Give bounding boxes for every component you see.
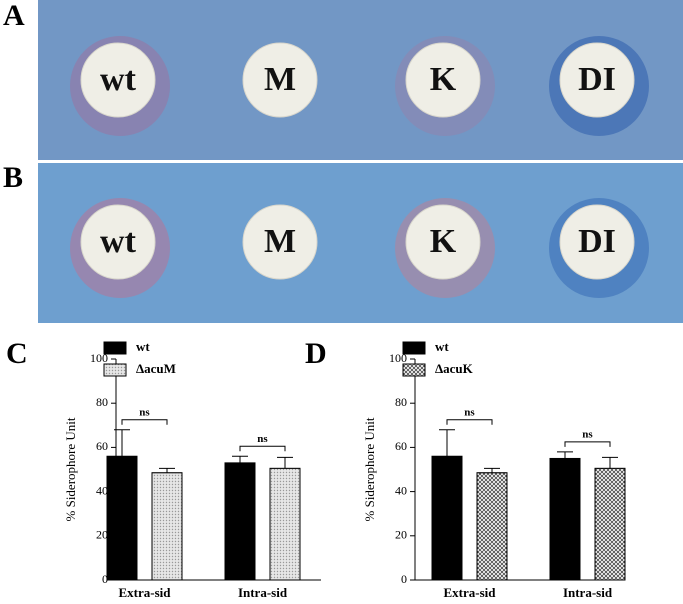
legend-swatch: [402, 363, 426, 377]
x-tick-label: Intra-sid: [563, 585, 613, 600]
disk: [405, 204, 481, 280]
disk-label: DI: [578, 61, 616, 98]
disk-label: K: [430, 223, 457, 260]
disk: [80, 204, 156, 280]
y-axis-title: % Siderophore Unit: [63, 417, 78, 521]
disk-label: M: [264, 223, 296, 260]
panel-label: C: [6, 337, 28, 370]
y-tick-label: 40: [96, 483, 108, 497]
error-bar: [277, 456, 293, 469]
legend-swatch: [402, 341, 426, 355]
legend-label: ΔacuK: [435, 361, 474, 376]
panel-label: D: [305, 337, 327, 370]
legend-label: wt: [136, 339, 150, 354]
panel-label: B: [3, 161, 23, 194]
significance-bracket: [239, 445, 286, 452]
error-bar: [602, 456, 618, 469]
y-axis-title: % Siderophore Unit: [362, 417, 377, 521]
error-bar: [557, 451, 573, 459]
error-bar: [439, 429, 455, 457]
y-tick-label: 60: [96, 439, 108, 453]
error-bar: [114, 429, 130, 457]
x-tick-label: Extra-sid: [444, 585, 497, 600]
bar-texture: [476, 472, 508, 581]
bar-texture: [269, 467, 301, 581]
disk: [559, 42, 635, 118]
disk: [80, 42, 156, 118]
x-tick-label: Extra-sid: [119, 585, 172, 600]
significance-bracket: [446, 419, 493, 425]
panel-label: A: [3, 0, 25, 32]
annotation: ns: [139, 406, 150, 418]
disk: [559, 204, 635, 280]
y-tick-label: 20: [395, 528, 407, 542]
x-tick-label: Intra-sid: [238, 585, 288, 600]
legend-label: ΔacuM: [136, 361, 176, 376]
disk-label: wt: [100, 223, 137, 260]
error-bar: [159, 467, 175, 473]
legend-label: wt: [435, 339, 449, 354]
error-bar: [484, 467, 500, 473]
annotation: ns: [464, 406, 475, 418]
significance-bracket: [121, 419, 168, 425]
bar-texture: [151, 472, 183, 581]
significance-bracket: [564, 441, 611, 447]
y-tick-label: 0: [102, 572, 108, 586]
disk-label: K: [430, 61, 457, 98]
disk-label: wt: [100, 61, 137, 98]
annotation: ns: [582, 428, 593, 440]
y-tick-label: 0: [401, 572, 407, 586]
y-tick-label: 40: [395, 483, 407, 497]
bar-texture: [594, 467, 626, 581]
y-tick-label: 80: [395, 395, 407, 409]
disk: [405, 42, 481, 118]
bar: [549, 457, 581, 581]
bar: [224, 462, 256, 581]
legend-swatch: [103, 341, 127, 355]
disk: [242, 42, 318, 118]
error-bar: [232, 455, 248, 463]
y-tick-label: 80: [96, 395, 108, 409]
bar: [106, 455, 138, 581]
disk-label: M: [264, 61, 296, 98]
y-tick-label: 60: [395, 439, 407, 453]
disk: [242, 204, 318, 280]
bar: [431, 455, 463, 581]
disk-label: DI: [578, 223, 616, 260]
legend-swatch: [103, 363, 127, 377]
annotation: ns: [257, 433, 268, 445]
y-tick-label: 20: [96, 528, 108, 542]
